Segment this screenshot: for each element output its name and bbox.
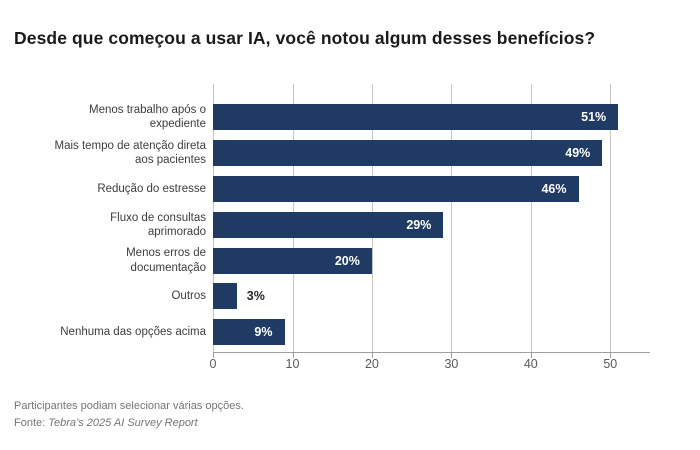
bar-1: 49%: [213, 139, 603, 166]
category-label-2: Redução do estresse: [97, 182, 206, 195]
value-label-0: 51%: [581, 110, 607, 124]
x-tick-label-30: 30: [444, 357, 459, 371]
x-tick-label-40: 40: [523, 357, 538, 371]
x-tick-0: [213, 353, 214, 358]
gridline-x-30: [451, 84, 453, 352]
x-tick-30: [451, 353, 453, 358]
x-tick-40: [530, 353, 532, 358]
bar-5: [213, 283, 237, 310]
source-name: Tebra’s 2025 AI Survey Report: [48, 417, 198, 429]
x-tick-10: [292, 353, 294, 358]
value-label-5: 3%: [246, 289, 265, 304]
x-tick-label-0: 0: [209, 357, 217, 371]
gridline-x-50: [610, 84, 612, 352]
category-labels: Menos trabalho após o expediente Mais tem…: [0, 84, 206, 352]
category-label-0: Menos trabalho após o expediente: [89, 103, 206, 130]
value-label-6: 9%: [254, 325, 273, 340]
x-tick-label-10: 10: [285, 357, 300, 371]
footnote: Participantes podiam selecionar várias o…: [14, 400, 244, 412]
plot-area: 51% 49% 46% 29% 20% 3% 9%: [213, 84, 650, 352]
category-label-3: Fluxo de consultas aprimorado: [110, 211, 206, 238]
category-label-1: Mais tempo de atenção direta aos pacient…: [54, 139, 206, 166]
value-label-2: 46%: [541, 181, 567, 196]
chart-footer: Participantes podiam selecionar várias o…: [14, 398, 244, 432]
value-label-1: 49%: [565, 145, 591, 160]
category-label-6: Nenhuma das opções acima: [60, 326, 206, 339]
bar-0: 51%: [213, 104, 619, 130]
source-line: Fonte: Tebra’s 2025 AI Survey Report: [14, 415, 244, 432]
category-label-5: Outros: [171, 290, 206, 303]
value-label-4: 20%: [334, 253, 360, 268]
gridline-x-40: [530, 84, 532, 352]
x-tick-50: [610, 353, 612, 358]
x-tick-20: [371, 353, 373, 358]
bar-6: 9%: [213, 319, 285, 346]
value-label-3: 29%: [406, 217, 432, 232]
source-prefix: Fonte:: [14, 417, 49, 429]
category-label-4: Menos erros de documentação: [126, 247, 206, 274]
x-tick-label-50: 50: [603, 357, 618, 371]
chart-title: Desde que começou a usar IA, você notou …: [14, 28, 596, 48]
bar-2: 46%: [213, 175, 579, 202]
bar-4: 20%: [213, 247, 372, 274]
x-axis-line: [213, 352, 650, 353]
bar-3: 29%: [213, 211, 444, 238]
x-tick-label-20: 20: [364, 357, 379, 371]
